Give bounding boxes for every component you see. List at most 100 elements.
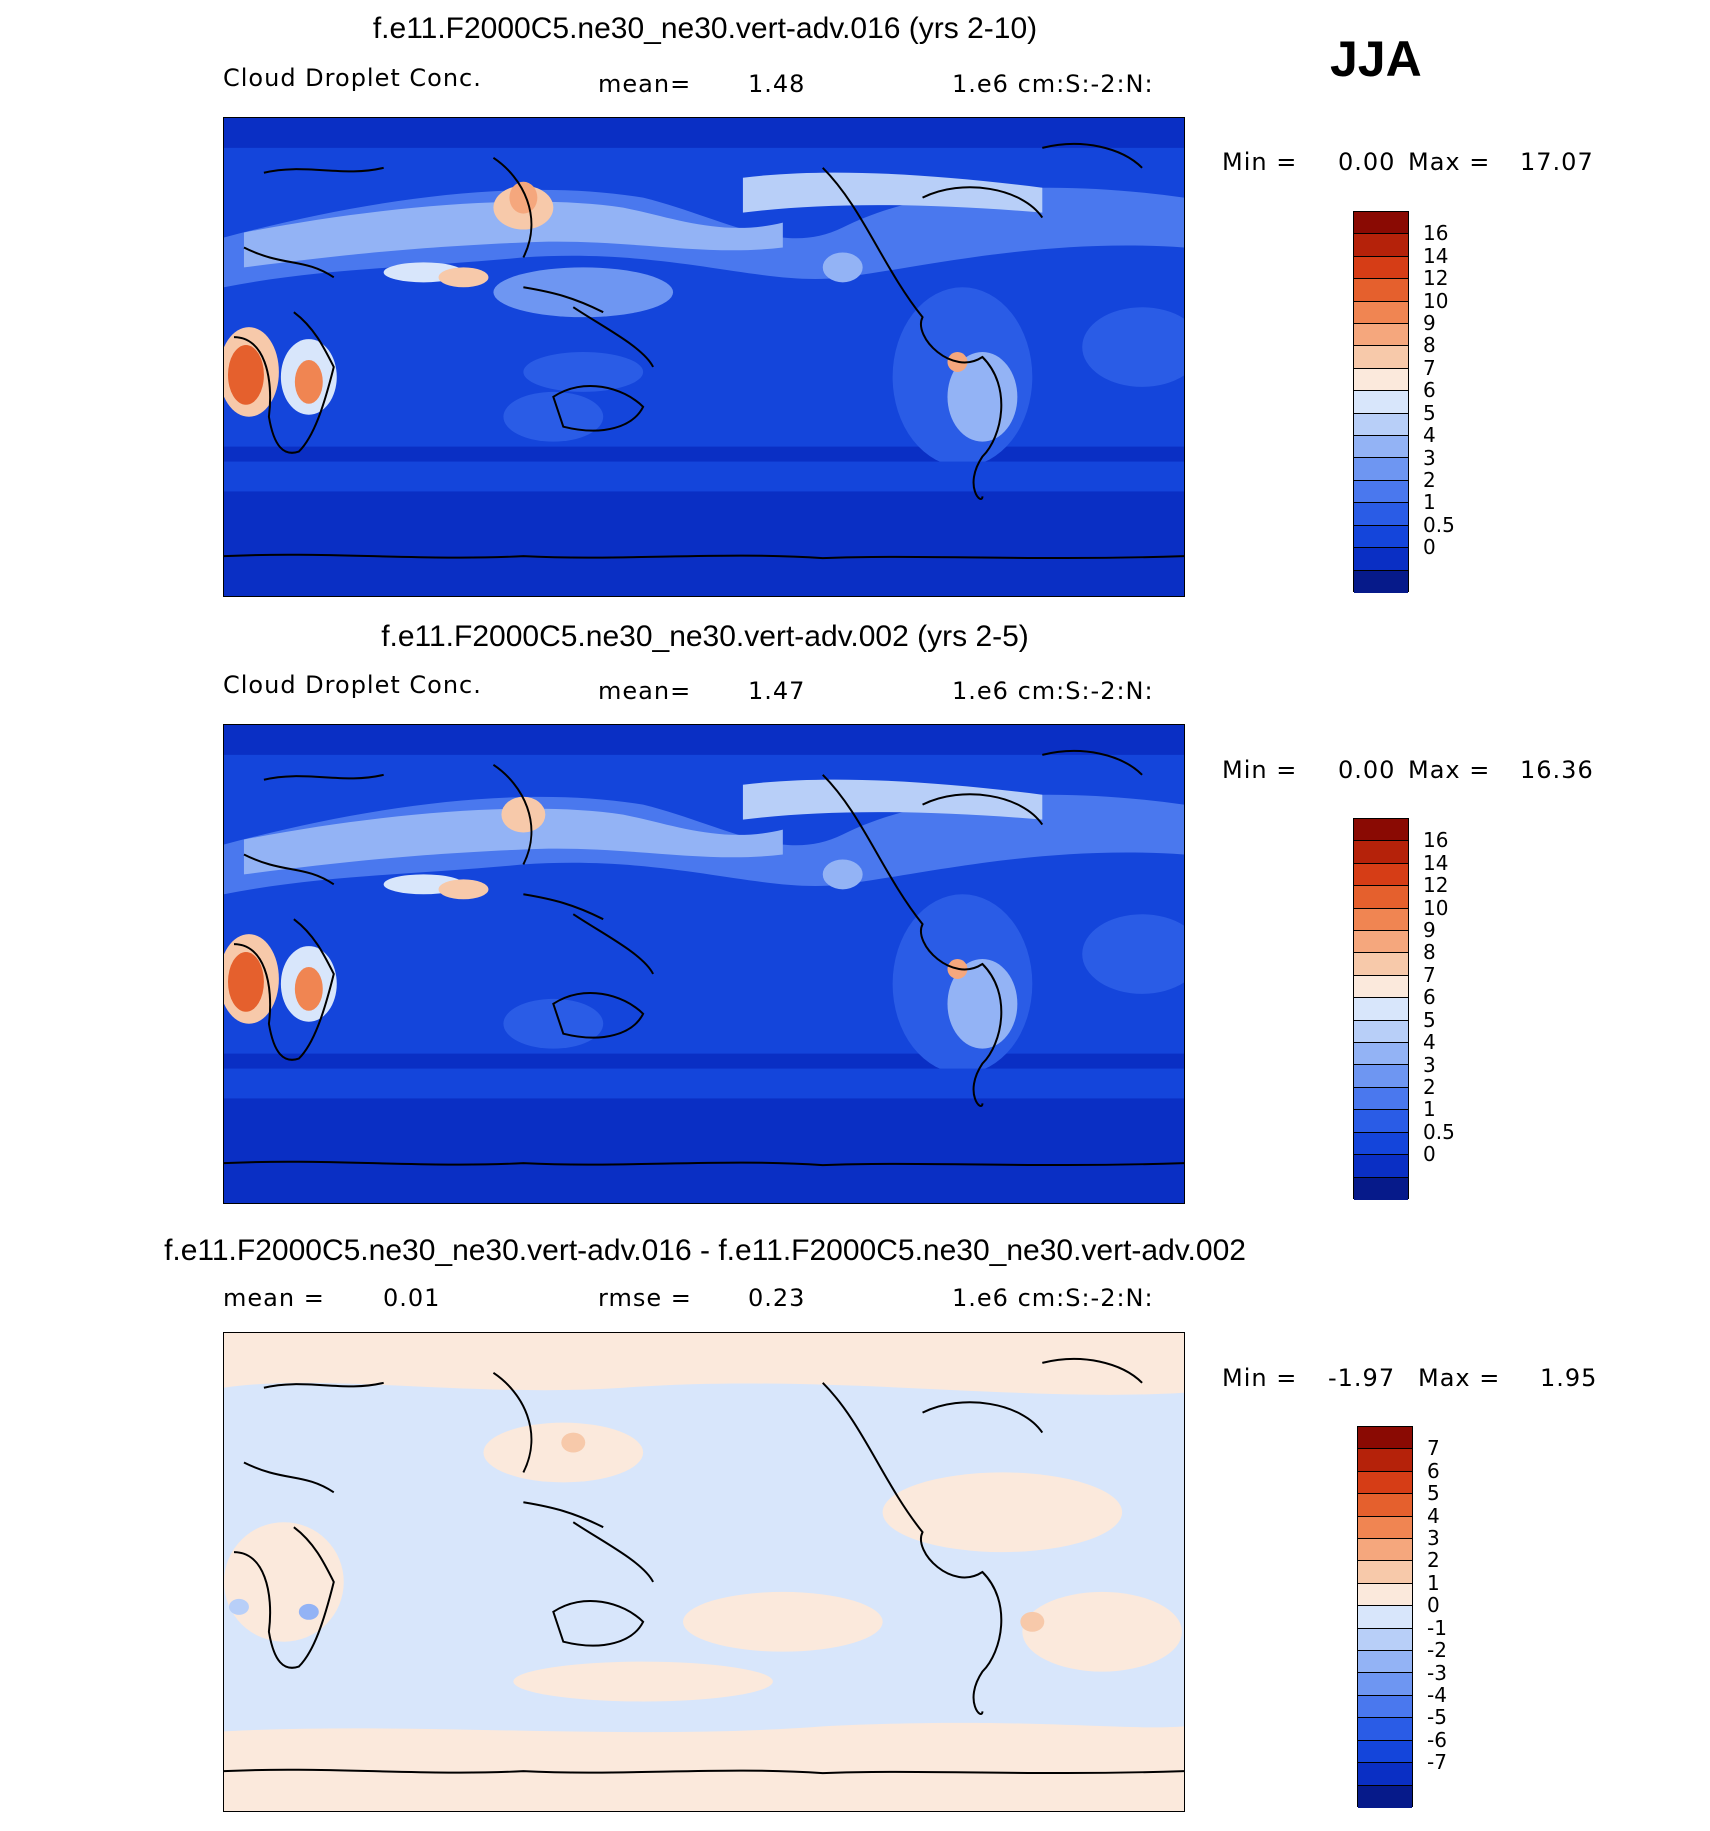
- colorbar-tick-label: 2: [1423, 467, 1436, 492]
- colorbar-segment: [1354, 458, 1408, 481]
- colorbar-tick-label: 5: [1423, 400, 1436, 425]
- colorbar-segment: [1354, 1132, 1408, 1156]
- colorbar-tick-label: 3: [1423, 1052, 1436, 1077]
- colorbar-segment: [1358, 1695, 1412, 1719]
- colorbar-tick-label: 2: [1427, 1548, 1440, 1573]
- colorbar-tick-label: 8: [1423, 333, 1436, 358]
- colorbar-tick-label: -2: [1427, 1638, 1447, 1663]
- colorbar-segment: [1354, 256, 1408, 280]
- panel1-max-value: 17.07: [1520, 148, 1594, 176]
- colorbar-segment: [1358, 1606, 1412, 1629]
- colorbar-segment: [1358, 1785, 1412, 1808]
- colorbar-tick-label: 7: [1423, 962, 1436, 987]
- colorbar-tick-label: 0: [1423, 535, 1436, 560]
- colorbar-segment: [1354, 1155, 1408, 1178]
- colorbar-tick-label: -5: [1427, 1705, 1447, 1730]
- panel3-map: [223, 1332, 1185, 1812]
- colorbar-tick-label: 0: [1427, 1593, 1440, 1618]
- panel1-map: [223, 117, 1185, 597]
- panel2-mean-value: 1.47: [748, 677, 806, 705]
- colorbar-segment: [1354, 212, 1408, 235]
- colorbar-segment: [1354, 391, 1408, 414]
- colorbar-tick-label: 1: [1427, 1570, 1440, 1595]
- panel2-title: f.e11.F2000C5.ne30_ne30.vert-adv.002 (yr…: [381, 620, 1029, 653]
- panel3-mean-value: 0.01: [383, 1284, 441, 1312]
- colorbar-segment: [1354, 998, 1408, 1021]
- colorbar-tick-label: 8: [1423, 940, 1436, 965]
- colorbar-segment: [1358, 1427, 1412, 1450]
- colorbar-tick-label: -7: [1427, 1750, 1447, 1775]
- colorbar-tick-label: 6: [1423, 985, 1436, 1010]
- colorbar-tick-label: 6: [1427, 1458, 1440, 1483]
- panel3-rmse-label: rmse =: [598, 1284, 692, 1312]
- panel2-units: 1.e6 cm:S:-2:N:: [952, 677, 1154, 705]
- panel2-min-value: 0.00: [1338, 756, 1396, 784]
- colorbar-tick-label: 4: [1423, 423, 1436, 448]
- season-label: JJA: [1330, 31, 1422, 87]
- colorbar-tick-label: 1: [1423, 490, 1436, 515]
- panel2-mean-label: mean=: [598, 677, 692, 705]
- colorbar-segment: [1354, 279, 1408, 302]
- colorbar-tick-label: 1: [1423, 1097, 1436, 1122]
- colorbar-segment: [1354, 1065, 1408, 1088]
- colorbar-tick-label: -4: [1427, 1682, 1447, 1707]
- colorbar-tick-label: 0.5: [1423, 1119, 1455, 1144]
- panel1-min-label: Min =: [1222, 148, 1298, 176]
- panel2-map-svg: [224, 725, 1184, 1203]
- panel1-title: f.e11.F2000C5.ne30_ne30.vert-adv.016 (yr…: [372, 12, 1038, 45]
- colorbar-segment: [1354, 841, 1408, 864]
- colorbar-segment: [1354, 1020, 1408, 1044]
- panel3-rmse-value: 0.23: [748, 1284, 806, 1312]
- colorbar-segment: [1358, 1494, 1412, 1517]
- colorbar-tick-label: 10: [1423, 895, 1449, 920]
- colorbar-segment: [1354, 234, 1408, 257]
- colorbar-segment: [1354, 1043, 1408, 1066]
- colorbar-segment: [1354, 436, 1408, 459]
- panel2-max-label: Max =: [1408, 756, 1491, 784]
- colorbar-tick-label: 6: [1423, 378, 1436, 403]
- panel2-max-value: 16.36: [1520, 756, 1594, 784]
- colorbar-tick-label: 9: [1423, 311, 1436, 336]
- panel2-variable: Cloud Droplet Conc.: [223, 671, 482, 699]
- colorbar-segment: [1358, 1740, 1412, 1764]
- colorbar-segment: [1354, 548, 1408, 571]
- colorbar-tick-label: 9: [1423, 918, 1436, 943]
- panel2-min-label: Min =: [1222, 756, 1298, 784]
- colorbar-segment: [1354, 570, 1408, 593]
- colorbar-tick-label: 0: [1423, 1142, 1436, 1167]
- colorbar-segment: [1358, 1651, 1412, 1674]
- colorbar-tick-label: 7: [1427, 1436, 1440, 1461]
- colorbar-segment: [1354, 413, 1408, 437]
- colorbar-segment: [1358, 1583, 1412, 1607]
- colorbar-tick-label: 2: [1423, 1074, 1436, 1099]
- panel3-max-value: 1.95: [1540, 1364, 1598, 1392]
- colorbar-segment: [1354, 480, 1408, 504]
- colorbar-tick-label: 10: [1423, 288, 1449, 313]
- colorbar-segment: [1354, 931, 1408, 954]
- colorbar-tick-label: 12: [1423, 266, 1449, 291]
- colorbar-segment: [1354, 953, 1408, 976]
- colorbar-segment: [1354, 368, 1408, 392]
- panel2-colorbar: [1353, 818, 1409, 1200]
- colorbar-tick-label: -3: [1427, 1660, 1447, 1685]
- colorbar-segment: [1358, 1516, 1412, 1540]
- colorbar-segment: [1358, 1718, 1412, 1741]
- colorbar-segment: [1358, 1539, 1412, 1562]
- colorbar-segment: [1354, 863, 1408, 887]
- colorbar-segment: [1354, 324, 1408, 347]
- panel1-max-label: Max =: [1408, 148, 1491, 176]
- colorbar-tick-label: 0.5: [1423, 512, 1455, 537]
- colorbar-segment: [1354, 301, 1408, 325]
- colorbar-tick-label: 5: [1423, 1007, 1436, 1032]
- panel3-map-svg: [224, 1333, 1184, 1811]
- colorbar-segment: [1354, 819, 1408, 842]
- colorbar-segment: [1358, 1628, 1412, 1652]
- colorbar-tick-label: 16: [1423, 221, 1449, 246]
- colorbar-tick-label: 5: [1427, 1481, 1440, 1506]
- panel3-mean-label: mean =: [223, 1284, 325, 1312]
- panel3-colorbar: [1357, 1426, 1413, 1808]
- panel3-min-label: Min =: [1222, 1364, 1298, 1392]
- colorbar-tick-label: 14: [1423, 243, 1449, 268]
- panel1-mean-label: mean=: [598, 70, 692, 98]
- panel1-variable: Cloud Droplet Conc.: [223, 64, 482, 92]
